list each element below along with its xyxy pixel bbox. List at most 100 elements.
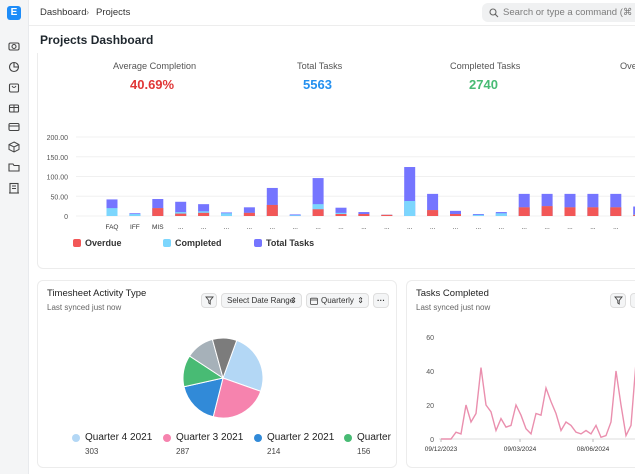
x-tick-label: ... [590,224,596,231]
folder-icon[interactable] [7,160,21,174]
legend-q4-swatch [72,434,80,442]
gift-icon[interactable] [7,100,21,114]
project-summary-card: Average Completion 40.69% Total Tasks 55… [37,53,635,269]
x-tick-label: ... [453,224,459,231]
legend-q4-label[interactable]: Quarter 4 2021 [85,432,153,443]
legend-completed[interactable]: Completed [175,238,222,248]
y-tick-label: 0 [64,214,68,221]
bar-overdue [587,207,599,216]
sidebar: E [0,0,28,474]
more-options-button[interactable]: ··· [373,293,389,308]
x-tick-label: IFF [130,224,140,231]
bar-overdue [198,212,210,216]
chevron-right-icon: › [86,7,90,18]
bar-total-tasks [427,193,439,216]
sort-icon: ⇕ [357,296,364,305]
date-range-label: Select Date Range [227,296,295,305]
filter-icon [614,296,623,305]
tasks-completed-card: Tasks Completed Last synced just now 60 4… [406,280,635,468]
timesheet-card: Timesheet Activity Type Last synced just… [37,280,397,468]
bar-overdue [335,214,347,216]
x-tick-label: ... [384,224,390,231]
camera-icon[interactable] [7,39,21,53]
search-input[interactable]: Search or type a command (⌘ + K) [503,7,635,18]
legend-q1-value: 156 [357,447,371,456]
bar-completed [472,214,484,216]
main-area: Dashboard › Projects Search or type a co… [28,0,635,474]
shopping-bag-icon[interactable] [7,80,21,94]
pie-chart-icon[interactable] [7,60,21,74]
x-tick-label: ... [201,224,207,231]
pie-slice [212,377,262,419]
x-tick-label: 09/12/2023 [425,446,458,453]
x-tick-label: ... [544,224,550,231]
bar-total-tasks [152,199,164,216]
tasks-sync-status: Last synced just now [416,303,491,312]
legend-q2-swatch [254,434,262,442]
y-tick-label: 150.00 [47,155,69,162]
x-tick-label: 08/06/2024 [577,446,610,453]
bar-completed [129,214,141,216]
bar-overdue [152,208,164,216]
bar-total-tasks [404,167,416,216]
bar-total-tasks [450,210,461,216]
overdue-label: Ove [620,61,635,71]
app-logo[interactable]: E [7,6,21,20]
bar-overdue [564,207,576,216]
box-icon[interactable] [7,140,21,154]
line-chart: 60 40 20 0 09/12/2023 09/03/2024 08/06/2024 [425,335,635,453]
bar-completed [106,208,118,216]
legend-overdue-swatch [73,239,81,247]
x-tick-label: ... [178,224,184,231]
page-title: Projects Dashboard [40,33,154,47]
bar-total-tasks [266,187,278,216]
sort-icon: ⇕ [290,296,297,305]
pie-chart [182,337,264,419]
bar-total-tasks [312,178,324,216]
y-tick-label: 50.00 [50,194,68,201]
y-tick-label: 200.00 [47,135,69,142]
tasks-completed-title: Tasks Completed [416,288,489,299]
period-label: Quarterly [321,296,354,305]
timesheet-title: Timesheet Activity Type [47,288,147,299]
period-select[interactable]: Quarterly ⇕ [306,293,369,308]
pie-slice [211,337,238,380]
x-tick-label: ... [292,224,298,231]
bar-total-tasks [633,206,635,216]
legend-q1-label[interactable]: Quarter [357,432,391,443]
legend-q3-swatch [163,434,171,442]
legend-overdue[interactable]: Overdue [85,238,122,248]
bar-overdue [381,214,393,216]
pie-slice [183,377,224,418]
y-tick-label: 0 [430,437,434,444]
bar-total-tasks [243,207,255,216]
building-icon[interactable] [7,181,21,195]
legend-q4-value: 303 [85,447,99,456]
bar-total-tasks [106,199,118,216]
tasks-date-range-select[interactable] [630,293,635,308]
total-tasks-value: 5563 [303,77,332,92]
bar-overdue [358,214,370,216]
breadcrumb-dashboard[interactable]: Dashboard [40,7,87,18]
legend-total-tasks[interactable]: Total Tasks [266,238,315,248]
bar-total-tasks [175,201,187,216]
x-tick-label: ... [430,224,436,231]
bar-total-tasks [289,214,301,216]
bar-total-tasks [335,207,347,216]
search-bar[interactable]: Search or type a command (⌘ + K) [482,3,635,22]
average-completion-value: 40.69% [130,77,175,92]
tasks-completed-line [441,366,635,440]
legend-q2-label[interactable]: Quarter 2 2021 [267,432,335,443]
filter-button[interactable] [201,293,217,308]
date-range-select[interactable]: Select Date Range ⇕ [221,293,302,308]
timesheet-sync-status: Last synced just now [47,303,122,312]
breadcrumb-projects[interactable]: Projects [96,7,131,18]
x-tick-label: ... [407,224,413,231]
bar-total-tasks [198,204,210,216]
bar-total-tasks [587,193,599,216]
legend-q3-label[interactable]: Quarter 3 2021 [176,432,244,443]
bar-completed [221,213,232,216]
total-tasks-label: Total Tasks [297,61,343,71]
credit-card-icon[interactable] [7,120,21,134]
tasks-filter-button[interactable] [610,293,626,308]
